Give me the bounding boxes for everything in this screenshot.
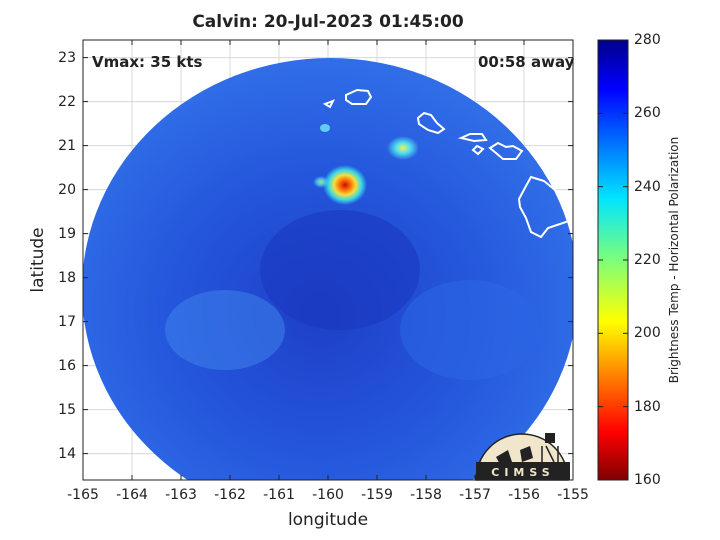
colorbar-label: Brightness Temp - Horizontal Polarizatio…: [667, 136, 681, 384]
x-tick-label: -164: [116, 487, 148, 503]
y-tick-label: 16: [58, 357, 76, 374]
swath-texture: [165, 290, 285, 370]
x-tick-label: -156: [508, 487, 540, 503]
y-tick-label: 14: [58, 445, 76, 462]
y-tick-label: 17: [58, 313, 76, 330]
y-tick-label: 15: [58, 401, 76, 418]
coastline-niihau: [322, 99, 336, 109]
y-tick-label: 23: [58, 49, 76, 66]
x-tick-label: -159: [361, 487, 393, 503]
colorbar-tick-label: 220: [634, 252, 661, 268]
convective-warm-spot: [387, 136, 419, 160]
y-tick-label: 18: [58, 269, 76, 286]
swath-texture: [400, 280, 540, 380]
coastline-big-island: [517, 175, 573, 239]
logo-water-tower: [545, 433, 555, 443]
y-tick-label: 19: [58, 225, 76, 242]
logo-banner: [476, 462, 570, 480]
coastline-molokai: [457, 133, 488, 143]
colorbar-tick-label: 180: [634, 398, 661, 415]
coastline-kauai: [345, 88, 373, 105]
eta-annotation: 00:58 away: [478, 53, 575, 71]
x-tick-label: -162: [214, 487, 246, 503]
vmax-annotation: Vmax: 35 kts: [92, 53, 203, 71]
chart-title: Calvin: 20-Jul-2023 01:45:00: [192, 12, 464, 32]
swath-texture: [260, 210, 420, 330]
x-tick-label: -158: [410, 487, 442, 503]
satellite-swath: [83, 58, 573, 480]
convective-warm-spot: [320, 124, 330, 132]
colorbar-tick-label: 280: [634, 32, 661, 48]
x-tick-label: -155: [557, 487, 589, 503]
cimss-logo: CIMSS: [475, 433, 570, 481]
x-tick-label: -161: [263, 487, 295, 503]
x-tick-label: -160: [312, 487, 344, 503]
coastline-oahu: [416, 111, 446, 135]
x-tick-label: -157: [459, 487, 491, 503]
y-tick-label: 21: [58, 137, 76, 154]
coastline-lanai: [471, 144, 485, 156]
y-axis-label: latitude: [28, 227, 48, 293]
colorbar-tick-label: 260: [634, 105, 661, 122]
colorbar-tick-label: 200: [634, 325, 661, 342]
x-tick-label: -165: [67, 487, 99, 503]
coastlines: [322, 88, 573, 239]
x-axis-label: longitude: [287, 510, 369, 530]
colorbar-ticks: [598, 39, 628, 481]
x-tick-label: -163: [165, 487, 197, 503]
y-tick-label: 22: [58, 93, 76, 110]
convective-hot-spot: [323, 165, 367, 205]
logo-tower-legs: [541, 445, 559, 463]
colorbar-tick-label: 240: [634, 178, 661, 195]
colorbar-tick-label: 160: [634, 472, 661, 488]
coastline-maui: [488, 141, 524, 160]
y-tick-label: 20: [58, 181, 76, 198]
logo-text: CIMSS: [491, 466, 554, 479]
axis-ticks: [82, 40, 574, 480]
convective-warm-spot: [313, 176, 329, 188]
